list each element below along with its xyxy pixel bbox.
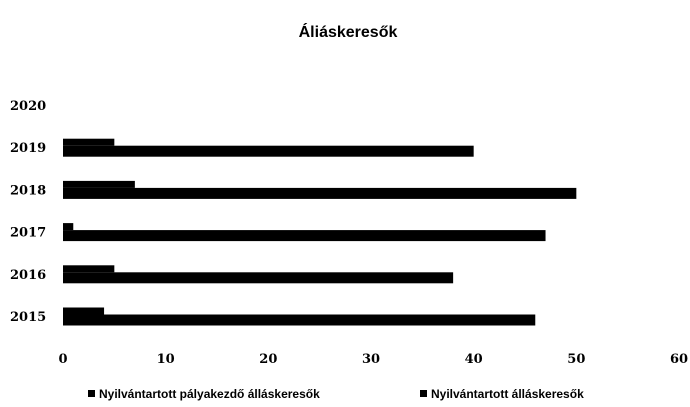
category-label: 2018 <box>10 183 46 198</box>
legend-swatch <box>420 390 427 397</box>
legend-label: Nyilvántartott álláskeresők <box>431 387 584 401</box>
x-tick-label: 10 <box>157 352 175 367</box>
x-tick-label: 40 <box>465 352 483 367</box>
bar <box>63 314 536 326</box>
legend-swatch <box>88 390 95 397</box>
bar <box>63 187 577 199</box>
category-label: 2015 <box>10 310 46 325</box>
bar <box>63 265 115 273</box>
bar <box>63 180 135 188</box>
plot-area: 2015 2016 2017 2018 2019 2020 0 10 20 30 40 50 60 <box>10 99 688 367</box>
x-tick-label: 60 <box>670 352 688 367</box>
bar <box>63 138 115 146</box>
bar <box>63 307 105 315</box>
bar <box>63 230 546 242</box>
category-label: 2016 <box>10 268 46 283</box>
x-tick-label: 50 <box>567 352 585 367</box>
category-label: 2020 <box>10 99 46 114</box>
bar <box>63 223 74 231</box>
chart-title: Áliáskeresők <box>299 22 398 41</box>
x-tick-label: 20 <box>259 352 277 367</box>
legend: Nyilvántartott pályakezdő álláskeresők Ny… <box>88 387 584 401</box>
bar <box>63 145 474 157</box>
x-tick-label: 0 <box>58 352 67 367</box>
category-label: 2017 <box>10 226 46 241</box>
category-label: 2019 <box>10 141 46 156</box>
x-tick-label: 30 <box>362 352 380 367</box>
legend-label: Nyilvántartott pályakezdő álláskeresők <box>99 387 320 401</box>
bar <box>63 272 454 284</box>
